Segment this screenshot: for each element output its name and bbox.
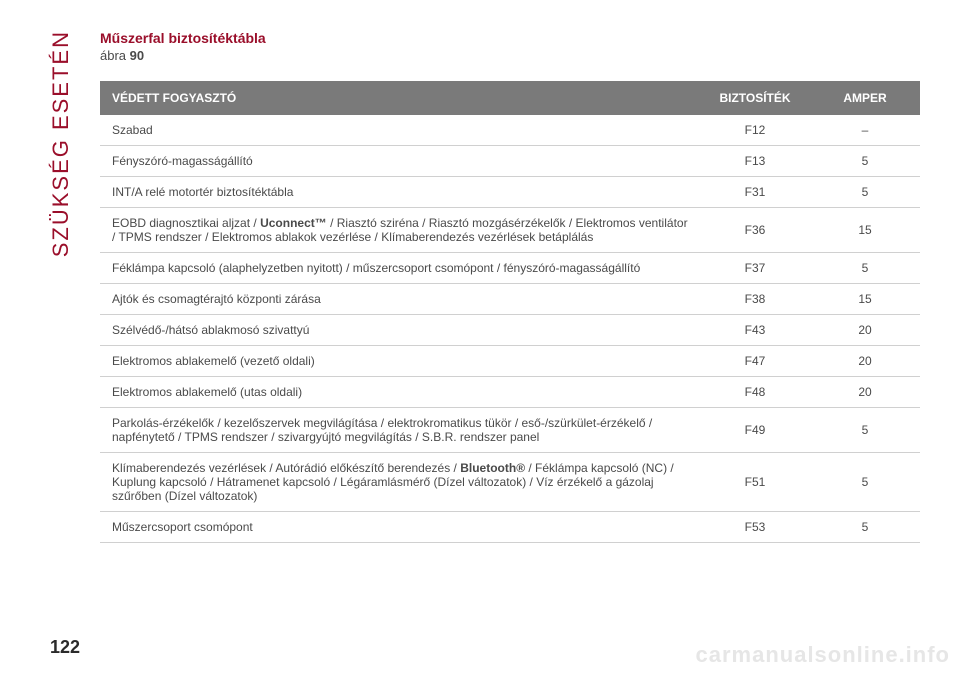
table-row: EOBD diagnosztikai aljzat / Uconnect™ / … <box>100 208 920 253</box>
cell-fuse: F12 <box>700 115 810 146</box>
table-row: SzabadF12– <box>100 115 920 146</box>
watermark: carmanualsonline.info <box>696 642 951 668</box>
cell-amp: 15 <box>810 208 920 253</box>
table-row: Műszercsoport csomópontF535 <box>100 512 920 543</box>
cell-fuse: F38 <box>700 284 810 315</box>
table-row: Parkolás-érzékelők / kezelőszervek megvi… <box>100 408 920 453</box>
cell-consumer: Műszercsoport csomópont <box>100 512 700 543</box>
cell-fuse: F36 <box>700 208 810 253</box>
fuse-table: VÉDETT FOGYASZTÓBIZTOSÍTÉKAMPER SzabadF1… <box>100 81 920 543</box>
page-content: Műszerfal biztosítéktábla ábra 90 VÉDETT… <box>100 30 920 543</box>
cell-fuse: F31 <box>700 177 810 208</box>
cell-consumer: Szabad <box>100 115 700 146</box>
cell-amp: 5 <box>810 177 920 208</box>
cell-fuse: F43 <box>700 315 810 346</box>
table-row: Fényszóró-magasságállítóF135 <box>100 146 920 177</box>
cell-amp: 15 <box>810 284 920 315</box>
cell-fuse: F37 <box>700 253 810 284</box>
cell-consumer: Klímaberendezés vezérlések / Autórádió e… <box>100 453 700 512</box>
cell-amp: 20 <box>810 346 920 377</box>
cell-fuse: F13 <box>700 146 810 177</box>
cell-consumer: INT/A relé motortér biztosítéktábla <box>100 177 700 208</box>
page-title: Műszerfal biztosítéktábla <box>100 30 920 46</box>
page-number: 122 <box>50 637 80 658</box>
cell-fuse: F53 <box>700 512 810 543</box>
cell-fuse: F48 <box>700 377 810 408</box>
cell-fuse: F49 <box>700 408 810 453</box>
cell-amp: 5 <box>810 253 920 284</box>
cell-consumer: EOBD diagnosztikai aljzat / Uconnect™ / … <box>100 208 700 253</box>
cell-amp: 20 <box>810 377 920 408</box>
table-row: Elektromos ablakemelő (vezető oldali)F47… <box>100 346 920 377</box>
table-row: Szélvédő-/hátsó ablakmosó szivattyúF4320 <box>100 315 920 346</box>
col-header-fuse: BIZTOSÍTÉK <box>700 81 810 115</box>
col-header-consumer: VÉDETT FOGYASZTÓ <box>100 81 700 115</box>
cell-amp: 5 <box>810 146 920 177</box>
cell-amp: 5 <box>810 512 920 543</box>
cell-consumer: Fényszóró-magasságállító <box>100 146 700 177</box>
figure-prefix: ábra <box>100 48 130 63</box>
cell-fuse: F47 <box>700 346 810 377</box>
fuse-table-head-row: VÉDETT FOGYASZTÓBIZTOSÍTÉKAMPER <box>100 81 920 115</box>
table-row: INT/A relé motortér biztosítéktáblaF315 <box>100 177 920 208</box>
cell-amp: 5 <box>810 408 920 453</box>
cell-amp: 5 <box>810 453 920 512</box>
figure-ref: ábra 90 <box>100 48 920 63</box>
table-row: Féklámpa kapcsoló (alaphelyzetben nyitot… <box>100 253 920 284</box>
table-row: Elektromos ablakemelő (utas oldali)F4820 <box>100 377 920 408</box>
cell-consumer: Féklámpa kapcsoló (alaphelyzetben nyitot… <box>100 253 700 284</box>
table-row: Klímaberendezés vezérlések / Autórádió e… <box>100 453 920 512</box>
cell-consumer: Szélvédő-/hátsó ablakmosó szivattyú <box>100 315 700 346</box>
fuse-table-head: VÉDETT FOGYASZTÓBIZTOSÍTÉKAMPER <box>100 81 920 115</box>
cell-consumer: Elektromos ablakemelő (vezető oldali) <box>100 346 700 377</box>
section-label: SZÜKSÉG ESETÉN <box>48 30 74 257</box>
figure-number: 90 <box>130 48 144 63</box>
col-header-amp: AMPER <box>810 81 920 115</box>
cell-consumer: Elektromos ablakemelő (utas oldali) <box>100 377 700 408</box>
cell-consumer: Parkolás-érzékelők / kezelőszervek megvi… <box>100 408 700 453</box>
cell-consumer: Ajtók és csomagtérajtó központi zárása <box>100 284 700 315</box>
table-row: Ajtók és csomagtérajtó központi zárásaF3… <box>100 284 920 315</box>
cell-fuse: F51 <box>700 453 810 512</box>
fuse-table-body: SzabadF12–Fényszóró-magasságállítóF135IN… <box>100 115 920 543</box>
cell-amp: 20 <box>810 315 920 346</box>
cell-amp: – <box>810 115 920 146</box>
